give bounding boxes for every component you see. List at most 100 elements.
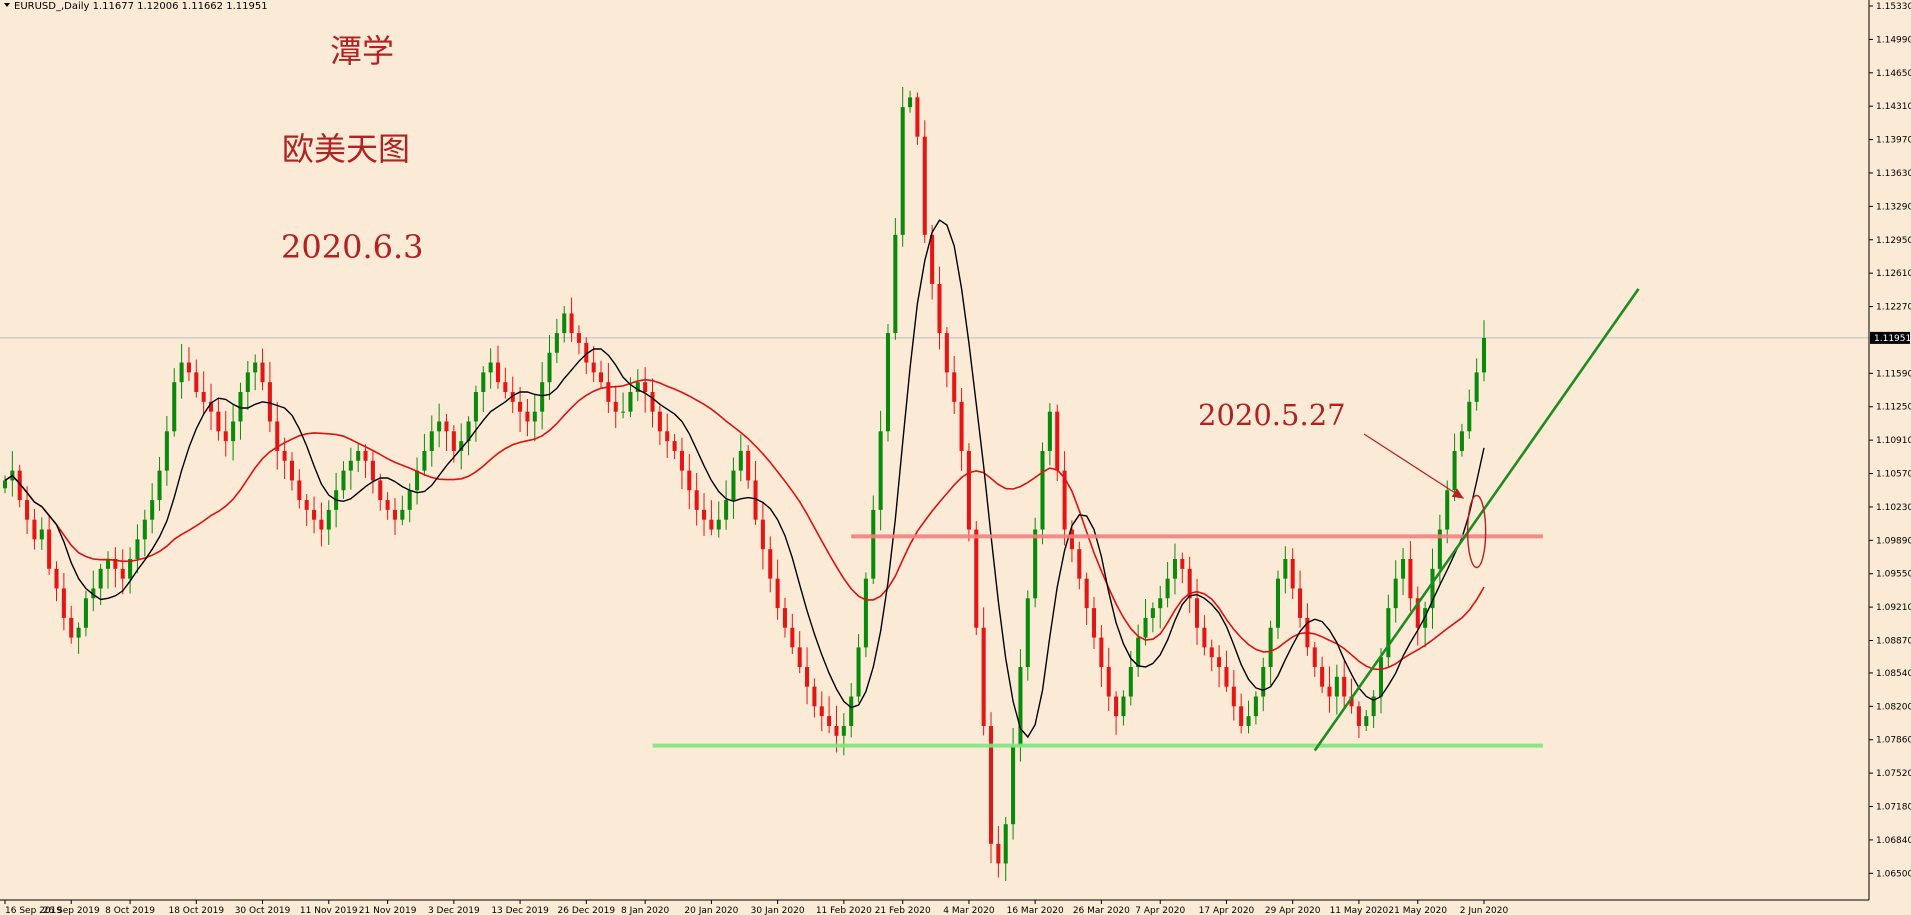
x-tick-label-17: 26 Mar 2020: [1073, 906, 1130, 915]
candle-body-186: [1371, 696, 1376, 717]
candle-body-86: [635, 382, 640, 393]
candle-body-47: [348, 460, 353, 471]
candle-body-145: [1069, 529, 1074, 550]
candle-body-42: [312, 509, 317, 520]
candle-body-2: [17, 470, 22, 501]
candle-body-0: [2, 480, 8, 489]
candle-body-87: [643, 382, 648, 393]
candle-body-180: [1327, 686, 1332, 697]
candle-body-162: [1195, 598, 1200, 628]
candle-body-116: [856, 647, 861, 697]
horizontal-levels: [652, 534, 1543, 748]
candle-body-119: [878, 431, 883, 510]
candle-body-25: [186, 362, 191, 373]
candle-body-167: [1231, 686, 1236, 707]
candle-body-55: [407, 490, 412, 510]
y-tick-label-14: 1.10230: [1876, 503, 1911, 513]
candle-body-150: [1106, 667, 1111, 697]
candle-body-32: [238, 392, 243, 422]
candle-body-75: [554, 333, 559, 353]
candle-body-7: [54, 568, 59, 589]
y-tick-label-15: 1.09890: [1876, 536, 1911, 546]
x-tick-label-15: 4 Mar 2020: [943, 906, 995, 915]
candle-body-39: [289, 460, 294, 481]
x-tick-label-12: 30 Jan 2020: [751, 906, 805, 915]
candle-body-137: [1011, 745, 1016, 825]
candle-body-144: [1062, 470, 1067, 530]
x-tick-label-8: 13 Dec 2019: [491, 906, 549, 915]
x-tick-label-13: 11 Feb 2020: [816, 906, 872, 915]
candle-body-95: [702, 509, 707, 520]
candle-body-66: [488, 362, 493, 373]
candle-body-114: [841, 725, 846, 736]
candle-body-132: [974, 529, 979, 628]
candle-body-56: [415, 470, 420, 491]
candle-body-115: [849, 696, 854, 726]
candle-body-164: [1209, 647, 1214, 658]
candle-body-148: [1091, 608, 1097, 638]
candle-body-54: [400, 509, 405, 520]
y-tick-label-21: 1.07860: [1876, 736, 1911, 746]
candle-body-92: [679, 450, 684, 471]
candle-body-121: [893, 234, 898, 334]
candle-body-201: [1481, 337, 1487, 373]
dropdown-triangle-icon[interactable]: [4, 3, 10, 7]
candle-body-18: [135, 539, 140, 559]
x-tick-label-20: 29 Apr 2020: [1265, 906, 1321, 915]
candle-body-69: [510, 392, 515, 402]
y-tick-label-1: 1.14990: [1876, 35, 1911, 45]
candle-body-124: [915, 97, 920, 137]
candle-body-14: [105, 558, 111, 569]
y-tick-label-7: 1.12950: [1876, 236, 1911, 246]
candle-body-23: [172, 382, 177, 432]
candle-body-3: [25, 500, 30, 520]
candle-body-35: [260, 362, 265, 383]
y-tick-label-20: 1.08200: [1876, 702, 1911, 712]
candle-body-146: [1077, 549, 1082, 579]
candle-body-107: [790, 627, 795, 648]
candle-body-57: [422, 450, 427, 471]
candle-body-88: [650, 392, 655, 412]
x-tick-label-21: 11 May 2020: [1330, 906, 1389, 915]
y-tick-label-25: 1.06500: [1876, 869, 1911, 879]
candle-body-65: [481, 372, 486, 393]
candle-body-62: [459, 441, 464, 451]
candle-body-159: [1172, 558, 1177, 579]
candle-body-99: [731, 470, 736, 501]
candle-body-46: [341, 470, 346, 491]
candle-body-73: [540, 382, 545, 412]
candle-body-68: [503, 382, 508, 393]
candle-body-165: [1217, 657, 1222, 668]
candle-body-161: [1187, 568, 1192, 599]
x-tick-label-16: 16 Mar 2020: [1007, 906, 1064, 915]
candle-body-118: [871, 509, 876, 579]
candle-body-84: [621, 411, 626, 413]
symbol-header: EURUSD_,Daily 1.11677 1.12006 1.11662 1.…: [14, 1, 268, 12]
candle-body-134: [988, 725, 994, 844]
candle-body-29: [216, 411, 221, 432]
candle-body-80: [591, 362, 596, 373]
candle-body-131: [966, 450, 971, 530]
candle-body-82: [606, 382, 611, 402]
candle-body-149: [1099, 637, 1104, 668]
x-tick-label-11: 20 Jan 2020: [684, 906, 738, 915]
y-tick-label-8: 1.12610: [1876, 269, 1911, 279]
moving-average-fast: [4, 219, 1485, 739]
candle-body-191: [1408, 558, 1413, 599]
x-tick-label-22: 21 May 2020: [1388, 906, 1447, 915]
moving-average-slow: [4, 378, 1485, 671]
candle-body-200: [1474, 372, 1479, 402]
x-tick-label-9: 26 Dec 2019: [558, 906, 616, 915]
candle-body-103: [760, 519, 765, 550]
annotation-title: 潭学: [330, 32, 394, 70]
y-tick-label-11: 1.11250: [1876, 403, 1911, 413]
candle-body-160: [1180, 558, 1185, 569]
candle-body-43: [319, 519, 324, 530]
annotation-marker-date: 2020.5.27: [1198, 398, 1346, 432]
candle-body-91: [672, 441, 677, 451]
candle-body-125: [922, 136, 927, 235]
y-axis: 1.15330 1.14990 1.14650 1.14310 1.13970 1.136…: [1869, 2, 1911, 879]
candle-body-185: [1364, 716, 1369, 726]
x-tick-label-10: 8 Jan 2020: [621, 906, 669, 915]
